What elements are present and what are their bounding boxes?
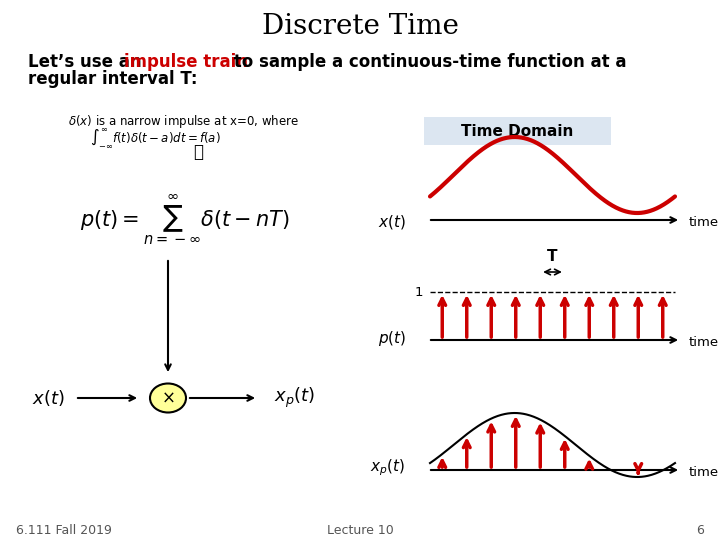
- Text: Let’s use an: Let’s use an: [28, 53, 148, 71]
- Text: $x_p(t)$: $x_p(t)$: [370, 458, 405, 478]
- Text: time: time: [689, 465, 719, 478]
- Text: Discrete Time: Discrete Time: [261, 12, 459, 39]
- Text: T: T: [547, 249, 558, 264]
- Text: $\int_{-\infty}^{\infty} f(t)\delta(t-a)dt = f(a)$: $\int_{-\infty}^{\infty} f(t)\delta(t-a)…: [90, 126, 221, 150]
- Ellipse shape: [150, 383, 186, 413]
- Text: 6: 6: [696, 523, 704, 537]
- Text: 6.111 Fall 2019: 6.111 Fall 2019: [16, 523, 112, 537]
- Text: time: time: [689, 215, 719, 228]
- FancyBboxPatch shape: [424, 117, 611, 145]
- Text: to sample a continuous-time function at a: to sample a continuous-time function at …: [228, 53, 626, 71]
- Text: $x_p(t)$: $x_p(t)$: [274, 386, 315, 410]
- Text: Lecture 10: Lecture 10: [327, 523, 393, 537]
- Text: Time Domain: Time Domain: [462, 124, 574, 138]
- Text: time: time: [689, 335, 719, 348]
- Text: $\delta(x)$ is a narrow impulse at x=0, where: $\delta(x)$ is a narrow impulse at x=0, …: [68, 113, 299, 131]
- Text: $p(t) = \sum_{n=-\infty}^{\infty} \delta(t - nT)$: $p(t) = \sum_{n=-\infty}^{\infty} \delta…: [80, 193, 289, 247]
- Text: $x(t)$: $x(t)$: [32, 388, 64, 408]
- Text: 🚶: 🚶: [193, 143, 203, 161]
- Text: $x(t)$: $x(t)$: [378, 213, 406, 231]
- Text: 1: 1: [415, 286, 423, 299]
- Text: $p(t)$: $p(t)$: [378, 328, 406, 348]
- Text: regular interval T:: regular interval T:: [28, 70, 197, 88]
- Text: impulse train: impulse train: [124, 53, 248, 71]
- Text: $\times$: $\times$: [161, 389, 175, 407]
